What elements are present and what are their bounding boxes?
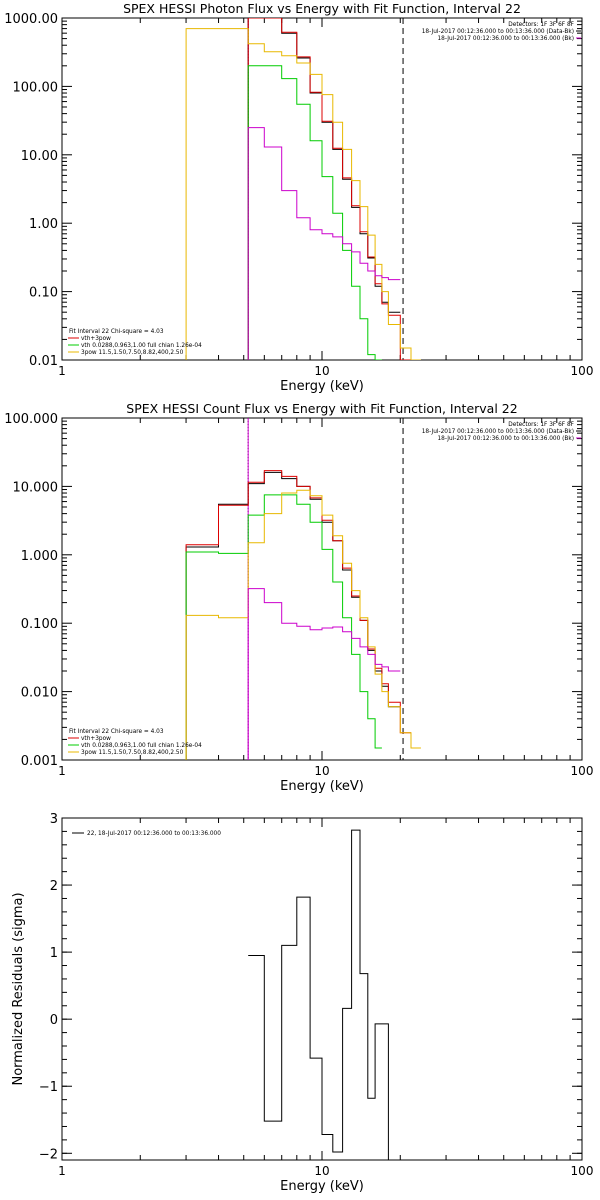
series-line-vth bbox=[247, 65, 382, 360]
y-tick-label: 1000.00 bbox=[4, 12, 58, 27]
plot-area bbox=[185, 470, 421, 760]
y-tick-label: −1 bbox=[39, 1080, 58, 1095]
legend-entry: vth 0.0288,0.963,1.00 full chian 1.26e-0… bbox=[81, 343, 202, 349]
series-line-bk bbox=[247, 588, 401, 760]
legend-entry: Fit Interval 22 Chi-square = 4.03 bbox=[69, 329, 164, 335]
legend-entry: 3pow 11.5,1.50,7.50,8.82,400,2.50 bbox=[81, 750, 184, 756]
y-tick-label: 0 bbox=[50, 1013, 58, 1028]
y-tick-label: 1.000 bbox=[21, 549, 58, 564]
y-tick-label: 1.00 bbox=[29, 217, 58, 232]
series-line-data-bk bbox=[247, 18, 401, 360]
y-tick-label: 0.01 bbox=[29, 354, 58, 369]
x-axis-label: Energy (keV) bbox=[280, 779, 364, 794]
series-line-22-18-jul-2017-00-12-36-000-to bbox=[248, 829, 401, 1160]
x-tick-label: 1 bbox=[58, 1164, 66, 1178]
y-tick-label: 10.000 bbox=[13, 480, 59, 495]
series-line-vth-3pow bbox=[185, 470, 411, 760]
chart-title: SPEX HESSI Count Flux vs Energy with Fit… bbox=[126, 401, 517, 416]
chart-panel-2: SPEX HESSI Count Flux vs Energy with Fit… bbox=[4, 401, 593, 794]
y-tick-label: 3 bbox=[50, 812, 58, 827]
x-axis-label: Energy (keV) bbox=[280, 379, 364, 394]
legend-entry: Detectors: 1F 3F 6F 8F bbox=[508, 422, 574, 428]
plot-area bbox=[185, 18, 421, 360]
plot-frame bbox=[61, 17, 583, 361]
legend-entry: Fit Interval 22 Chi-square = 4.03 bbox=[69, 729, 164, 735]
y-tick-label: 100.000 bbox=[4, 412, 58, 427]
x-tick-label: 100 bbox=[571, 1164, 594, 1178]
y-axis-label: Normalized Residuals (sigma) bbox=[11, 892, 26, 1085]
x-tick-label: 10 bbox=[314, 364, 329, 378]
legend-entry: vth 0.0288,0.963,1.00 full chian 1.26e-0… bbox=[81, 743, 202, 749]
legend-entry: 18-Jul-2017 00:12:36.000 to 00:13:36.000… bbox=[422, 429, 574, 435]
legend-entry: 18-Jul-2017 00:12:36.000 to 00:13:36.000… bbox=[422, 29, 574, 35]
y-tick-label: 0.10 bbox=[29, 286, 58, 301]
legend-entry: 22, 18-Jul-2017 00:12:36.000 to 00:13:36… bbox=[87, 831, 221, 837]
x-tick-label: 10 bbox=[314, 1164, 329, 1178]
x-tick-label: 1 bbox=[58, 764, 66, 778]
x-tick-label: 100 bbox=[571, 364, 594, 378]
legend-entry: Detectors: 1F 3F 6F 8F bbox=[508, 22, 574, 28]
legend-entry: 3pow 11.5,1.50,7.50,8.82,400,2.50 bbox=[81, 350, 184, 356]
y-tick-label: 10.00 bbox=[21, 149, 58, 164]
chart-title: SPEX HESSI Photon Flux vs Energy with Fi… bbox=[123, 1, 521, 16]
legend-entry: vth+3pow bbox=[81, 336, 111, 342]
y-tick-label: 0.001 bbox=[21, 754, 58, 769]
y-tick-label: 0.010 bbox=[21, 686, 58, 701]
x-tick-label: 10 bbox=[314, 764, 329, 778]
y-tick-label: 2 bbox=[50, 879, 58, 894]
legend-entry: vth+3pow bbox=[81, 736, 111, 742]
series-line-vth-3pow bbox=[247, 18, 411, 360]
series-line-3pow bbox=[185, 28, 421, 360]
plot-area bbox=[248, 829, 401, 1160]
series-line-3pow bbox=[185, 489, 421, 760]
x-axis-label: Energy (keV) bbox=[280, 1179, 364, 1194]
legend-entry: 18-Jul-2017 00:12:36.000 to 00:13:36.000… bbox=[437, 436, 574, 442]
series-line-vth bbox=[185, 494, 382, 760]
y-tick-label: 100.00 bbox=[13, 80, 59, 95]
chart-panel-1: SPEX HESSI Photon Flux vs Energy with Fi… bbox=[4, 1, 593, 394]
legend-entry: 18-Jul-2017 00:12:36.000 to 00:13:36.000… bbox=[437, 36, 574, 42]
series-line-bk bbox=[247, 127, 401, 360]
y-tick-label: 0.100 bbox=[21, 617, 58, 632]
x-tick-label: 1 bbox=[58, 364, 66, 378]
plot-frame bbox=[61, 417, 583, 761]
y-tick-label: 1 bbox=[50, 946, 58, 961]
x-tick-label: 100 bbox=[571, 764, 594, 778]
y-tick-label: −2 bbox=[39, 1147, 58, 1162]
